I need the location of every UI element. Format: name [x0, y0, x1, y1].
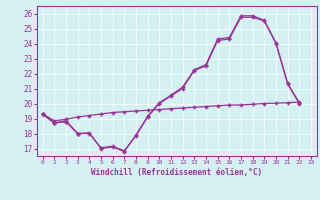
X-axis label: Windchill (Refroidissement éolien,°C): Windchill (Refroidissement éolien,°C) [91, 168, 262, 177]
